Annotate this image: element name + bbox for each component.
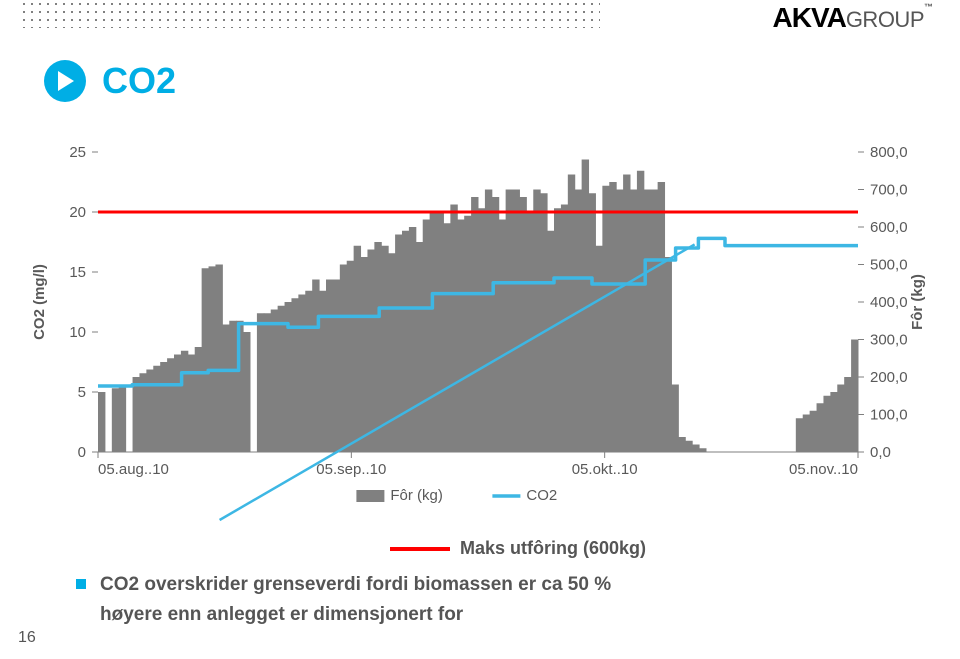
bullet-text: høyere enn anlegget er dimensjonert for [100, 604, 463, 625]
svg-text:700,0: 700,0 [870, 182, 908, 199]
svg-text:5: 5 [78, 384, 86, 401]
svg-text:CO2: CO2 [526, 487, 557, 504]
bullet-text: CO2 overskrider grenseverdi fordi biomas… [100, 574, 611, 595]
svg-text:400,0: 400,0 [870, 294, 908, 311]
svg-text:05.nov..10: 05.nov..10 [789, 461, 858, 478]
svg-text:25: 25 [69, 144, 86, 161]
dotted-border-top [20, 0, 600, 28]
svg-text:15: 15 [69, 264, 86, 281]
svg-text:200,0: 200,0 [870, 369, 908, 386]
bullet-list: CO2 overskrider grenseverdi fordi biomas… [76, 570, 611, 631]
bullet-item: CO2 overskrider grenseverdi fordi biomas… [76, 570, 611, 600]
svg-text:800,0: 800,0 [870, 144, 908, 161]
title-text: CO2 [102, 60, 176, 102]
page-number: 16 [18, 629, 36, 647]
svg-text:500,0: 500,0 [870, 257, 908, 274]
svg-text:0: 0 [78, 444, 86, 461]
svg-text:CO2 (mg/l): CO2 (mg/l) [31, 264, 48, 340]
logo-suffix: GROUP [846, 7, 924, 32]
svg-text:600,0: 600,0 [870, 219, 908, 236]
threshold-swatch [390, 547, 450, 551]
svg-text:10: 10 [69, 324, 86, 341]
page-title: CO2 [44, 60, 176, 102]
svg-text:20: 20 [69, 204, 86, 221]
brand-logo: AKVAGROUP™ [773, 2, 932, 34]
svg-text:05.sep..10: 05.sep..10 [316, 461, 386, 478]
svg-text:100,0: 100,0 [870, 407, 908, 424]
co2-chart: 0 5 10 15 20 25 0,0 100,0 200,0 300,0 400,0 500,0 60… [20, 140, 930, 560]
legend-threshold: Maks utfôring (600kg) [390, 538, 646, 559]
bullet-icon [76, 579, 86, 589]
threshold-label: Maks utfôring (600kg) [460, 538, 646, 559]
svg-text:05.aug..10: 05.aug..10 [98, 461, 169, 478]
svg-text:Fôr (kg): Fôr (kg) [909, 274, 926, 330]
arrow-right-icon [44, 60, 86, 102]
svg-text:0,0: 0,0 [870, 444, 891, 461]
logo-brand: AKVA [773, 2, 846, 33]
svg-text:Fôr (kg): Fôr (kg) [390, 487, 443, 504]
logo-tm: ™ [924, 2, 932, 12]
bullet-item: høyere enn anlegget er dimensjonert for [76, 600, 611, 630]
svg-text:300,0: 300,0 [870, 332, 908, 349]
svg-text:05.okt..10: 05.okt..10 [572, 461, 638, 478]
